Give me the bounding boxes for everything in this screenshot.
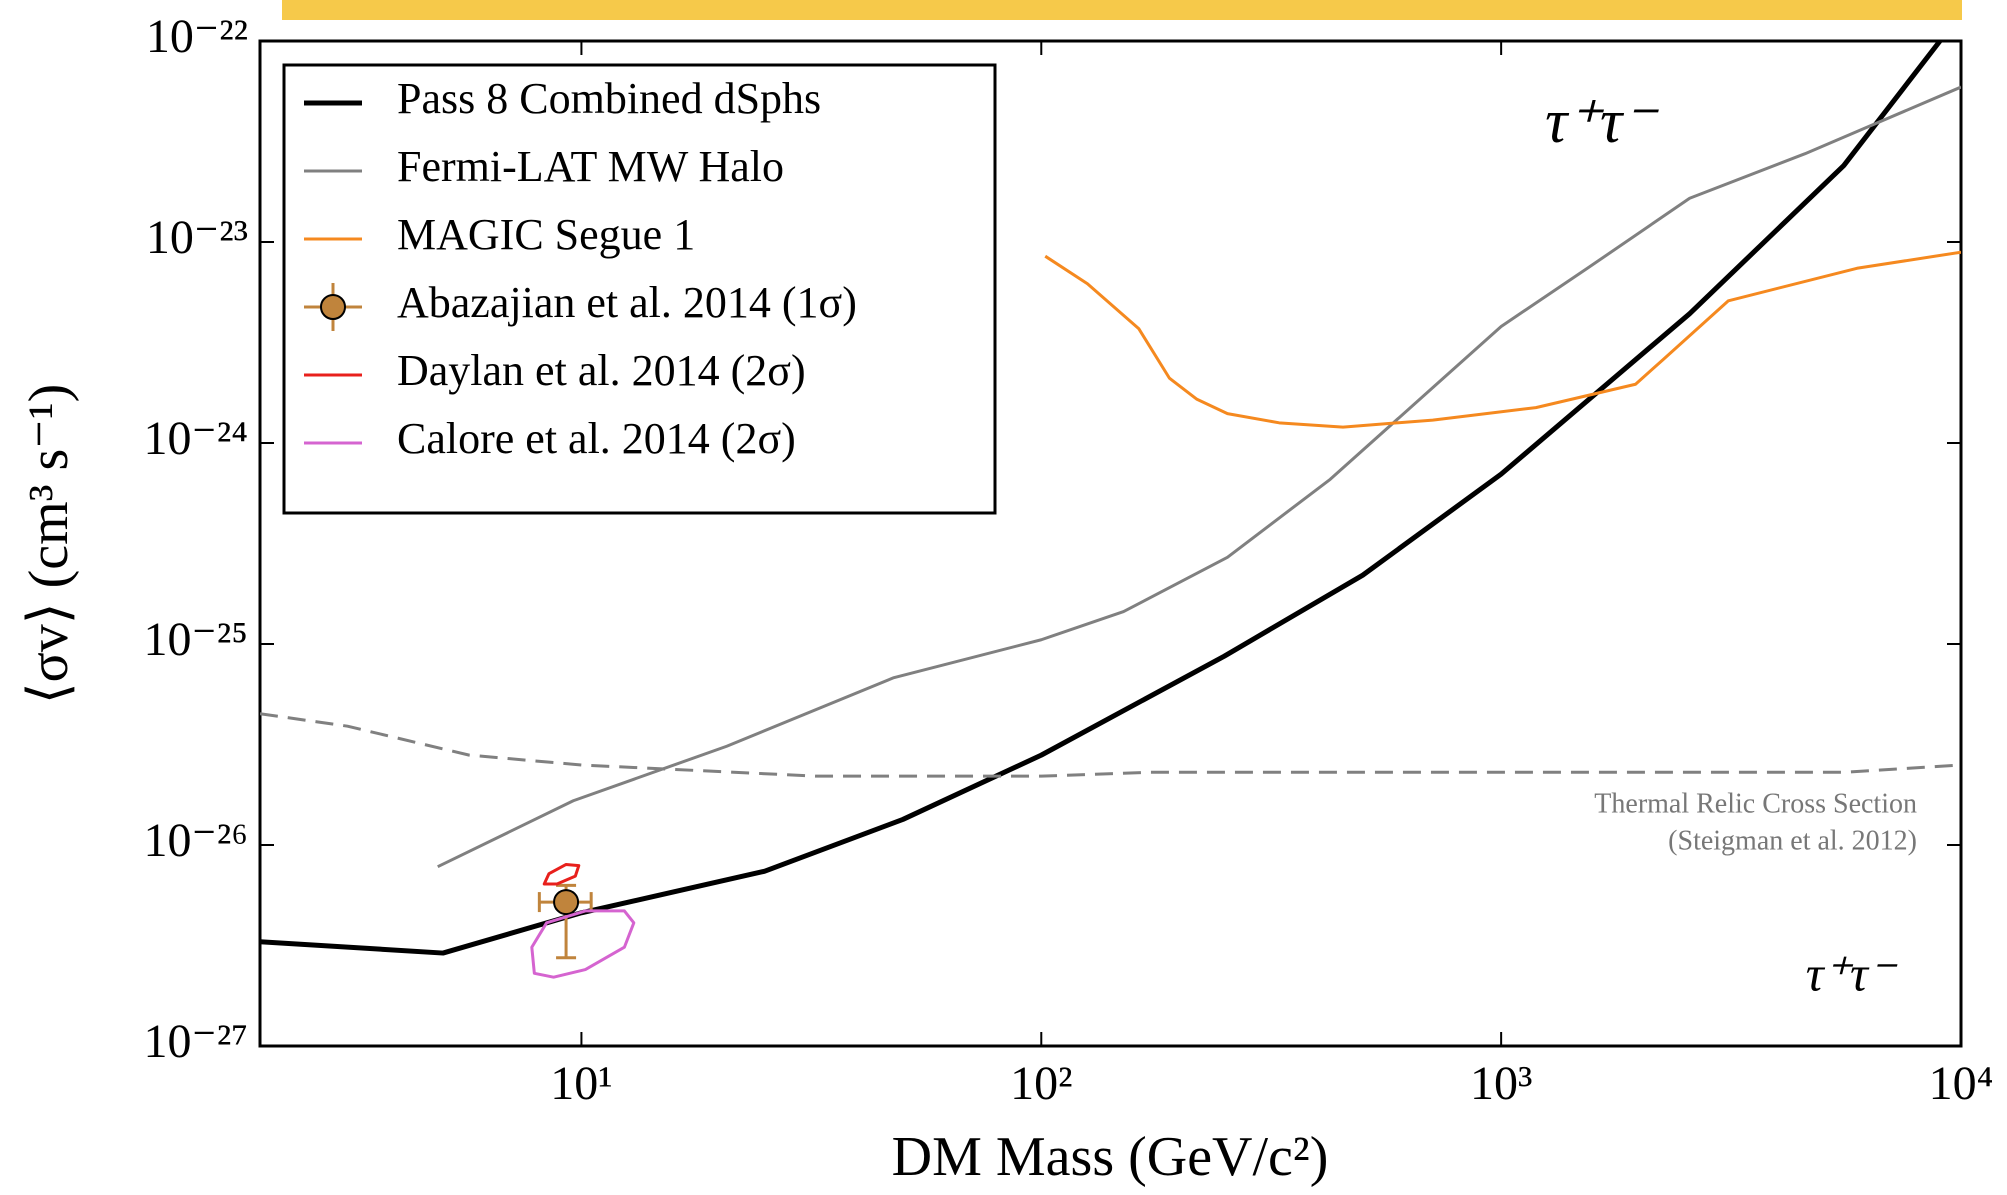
x-axis-label: DM Mass (GeV/c²) bbox=[892, 1126, 1329, 1188]
plot-frame bbox=[258, 39, 1963, 1048]
legend-label: MAGIC Segue 1 bbox=[397, 210, 695, 259]
x-tick-label: 10³ bbox=[1470, 1057, 1532, 1110]
legend-box bbox=[282, 63, 997, 515]
y-tick-label: 10⁻²³ bbox=[146, 211, 248, 264]
point bbox=[553, 889, 580, 916]
y-tick-label: 10⁻²² bbox=[146, 10, 248, 63]
y-axis-label: ⟨σv⟩ (cm³ s⁻¹) bbox=[18, 384, 80, 705]
y-tick-label: 10⁻²⁷ bbox=[144, 1015, 248, 1068]
x-tick-label: 10¹ bbox=[550, 1057, 612, 1110]
line-series bbox=[1044, 250, 1961, 429]
line-series bbox=[437, 85, 1961, 869]
annotation: Thermal Relic Cross Section bbox=[1594, 788, 1917, 819]
legend-swatch bbox=[320, 294, 346, 320]
x-tick-label: 10² bbox=[1010, 1057, 1072, 1110]
annotation: τ⁺τ⁻ bbox=[1545, 88, 1659, 156]
y-tick-label: 10⁻²⁴ bbox=[144, 412, 248, 465]
contour bbox=[542, 862, 581, 886]
annotation: (Steigman et al. 2012) bbox=[1668, 825, 1917, 856]
legend-label: Daylan et al. 2014 (2σ) bbox=[397, 346, 806, 395]
x-tick-label: 10⁴ bbox=[1929, 1057, 1994, 1110]
y-tick-label: 10⁻²⁶ bbox=[144, 814, 248, 867]
legend-label: Calore et al. 2014 (2σ) bbox=[397, 414, 796, 463]
legend-label: Abazajian et al. 2014 (1σ) bbox=[397, 278, 857, 327]
contour bbox=[530, 909, 636, 979]
legend-label: Pass 8 Combined dSphs bbox=[397, 74, 821, 123]
annotation: τ⁺τ⁻ bbox=[1806, 945, 1898, 1001]
y-tick-label: 10⁻²⁵ bbox=[144, 613, 248, 666]
legend-label: Fermi-LAT MW Halo bbox=[397, 142, 784, 191]
line-series bbox=[260, 712, 1961, 778]
banner-strip bbox=[282, 0, 1962, 20]
plot-area bbox=[260, 41, 1961, 979]
